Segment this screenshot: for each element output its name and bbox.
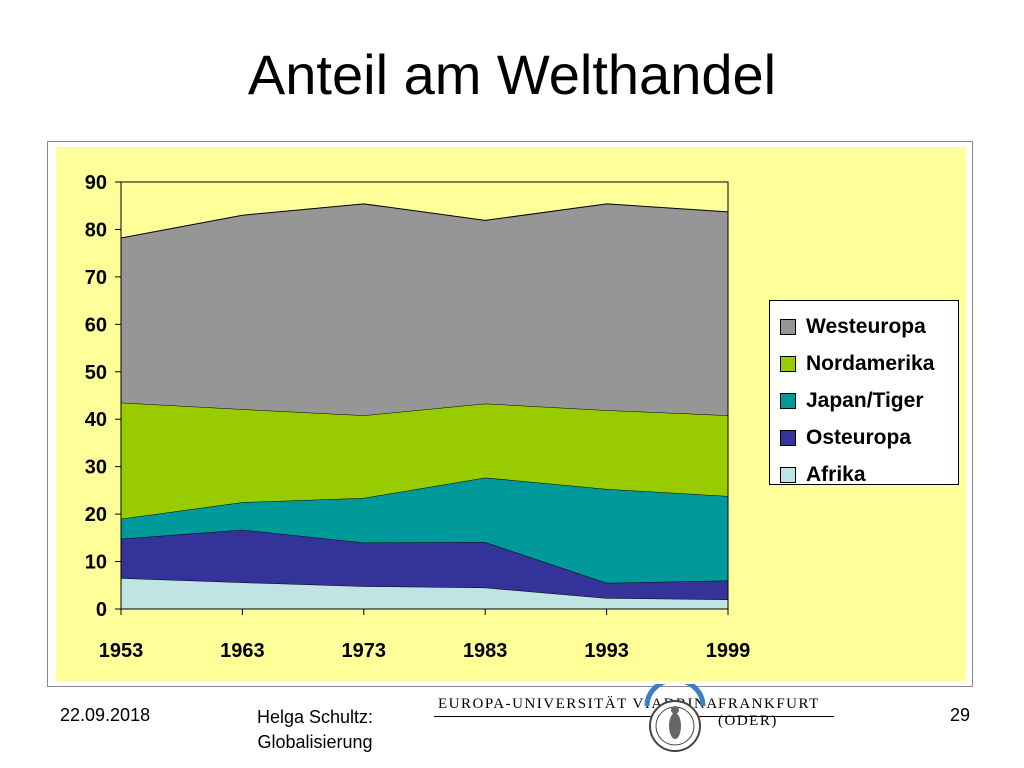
- legend-swatch: [780, 318, 796, 335]
- area-chart: 0 10 20 30 40 50 60 70 80 90 1953 1963 1973 1983 1993 1…: [85, 172, 751, 662]
- x-tick-label: 1993: [584, 640, 629, 662]
- legend-item-osteuropa: Osteuropa: [770, 419, 958, 456]
- footer-author: Helga Schultz: Globalisierung: [256, 707, 374, 752]
- legend-label: Afrika: [806, 462, 866, 486]
- y-tick-label: 50: [85, 362, 107, 384]
- y-tick-label: 30: [85, 457, 107, 479]
- area-series-nordamerika: [121, 402, 728, 519]
- y-tick-label: 70: [85, 267, 107, 289]
- legend-item-nordamerika: Nordamerika: [770, 345, 958, 382]
- page-number: 29: [949, 705, 970, 725]
- x-tick-label: 1983: [463, 640, 508, 662]
- area-edge-westeuropa: [120, 203, 729, 239]
- y-tick-label: 10: [85, 552, 107, 574]
- logo-rule: [434, 716, 834, 717]
- legend-label: Nordamerika: [806, 351, 935, 375]
- y-tick-label: 60: [85, 314, 107, 336]
- area-series-afrika: [121, 578, 728, 609]
- legend-swatch: [780, 355, 796, 372]
- y-tick-label: 40: [85, 409, 107, 431]
- university-location: FRANKFURT (ODER): [718, 696, 820, 729]
- slide-title: Anteil am Welthandel: [247, 43, 777, 106]
- x-tick-label: 1963: [220, 640, 265, 662]
- y-tick-label: 80: [85, 219, 107, 241]
- footer-date: 22.09.2018: [60, 705, 151, 725]
- legend-swatch: [780, 392, 796, 409]
- y-tick-label: 90: [85, 172, 107, 194]
- legend-label: Japan/Tiger: [806, 388, 924, 412]
- y-tick-label: 0: [96, 599, 107, 621]
- area-edge-osteuropa: [120, 529, 729, 584]
- x-tick-label: 1999: [706, 640, 751, 662]
- area-edge-afrika: [120, 577, 729, 601]
- legend-item-japan-tiger: Japan/Tiger: [770, 382, 958, 419]
- university-logo: EUROPA-UNIVERSITÄT VIADRINA FRANKFURT (O…: [430, 682, 840, 758]
- legend-swatch: [780, 466, 796, 483]
- chart-legend: Westeuropa Nordamerika Japan/Tiger Osteurop…: [769, 300, 959, 486]
- university-seal-icon: [644, 684, 706, 752]
- legend-item-afrika: Afrika: [770, 456, 958, 493]
- chart-frame: 0 10 20 30 40 50 60 70 80 90 1953 1963 1973 1983 1993 1…: [47, 141, 973, 687]
- legend-label: Westeuropa: [806, 314, 926, 338]
- area-series-japan-tiger: [121, 477, 728, 583]
- y-tick-label: 20: [85, 504, 107, 526]
- x-tick-label: 1973: [342, 640, 387, 662]
- chart-area: 0 10 20 30 40 50 60 70 80 90 1953 1963 1973 1983 1993 1…: [56, 147, 966, 681]
- area-series-westeuropa: [121, 203, 728, 416]
- x-tick-label: 1953: [99, 640, 144, 662]
- area-series-osteuropa: [121, 529, 728, 600]
- legend-swatch: [780, 429, 796, 446]
- plot-frame: [120, 181, 729, 610]
- legend-label: Osteuropa: [806, 425, 912, 449]
- legend-item-westeuropa: Westeuropa: [770, 308, 958, 345]
